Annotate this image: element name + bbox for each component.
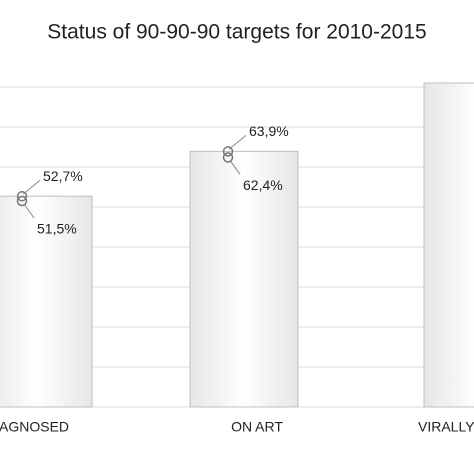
marker-label: 62,4% bbox=[243, 177, 283, 193]
marker-top bbox=[16, 190, 28, 202]
leader-line bbox=[229, 160, 241, 175]
marker-label: 51,5% bbox=[37, 221, 77, 237]
marker bbox=[222, 152, 234, 163]
chart-title: Status of 90-90-90 targets for 2010-2015 bbox=[47, 21, 426, 44]
leader-line bbox=[22, 179, 41, 195]
leader-line bbox=[23, 203, 35, 219]
leader-line bbox=[228, 135, 247, 150]
value-label: 52,7% bbox=[43, 168, 83, 184]
x-tick-label: ON ART bbox=[231, 419, 283, 435]
bar bbox=[189, 150, 299, 408]
marker-top bbox=[222, 146, 234, 157]
x-tick-label: AGNOSED bbox=[0, 419, 69, 435]
value-label: 63,9% bbox=[249, 123, 289, 139]
marker bbox=[16, 195, 28, 207]
x-tick-label: VIRALLY bbox=[418, 419, 474, 435]
bar bbox=[423, 82, 474, 408]
bar bbox=[0, 195, 93, 408]
